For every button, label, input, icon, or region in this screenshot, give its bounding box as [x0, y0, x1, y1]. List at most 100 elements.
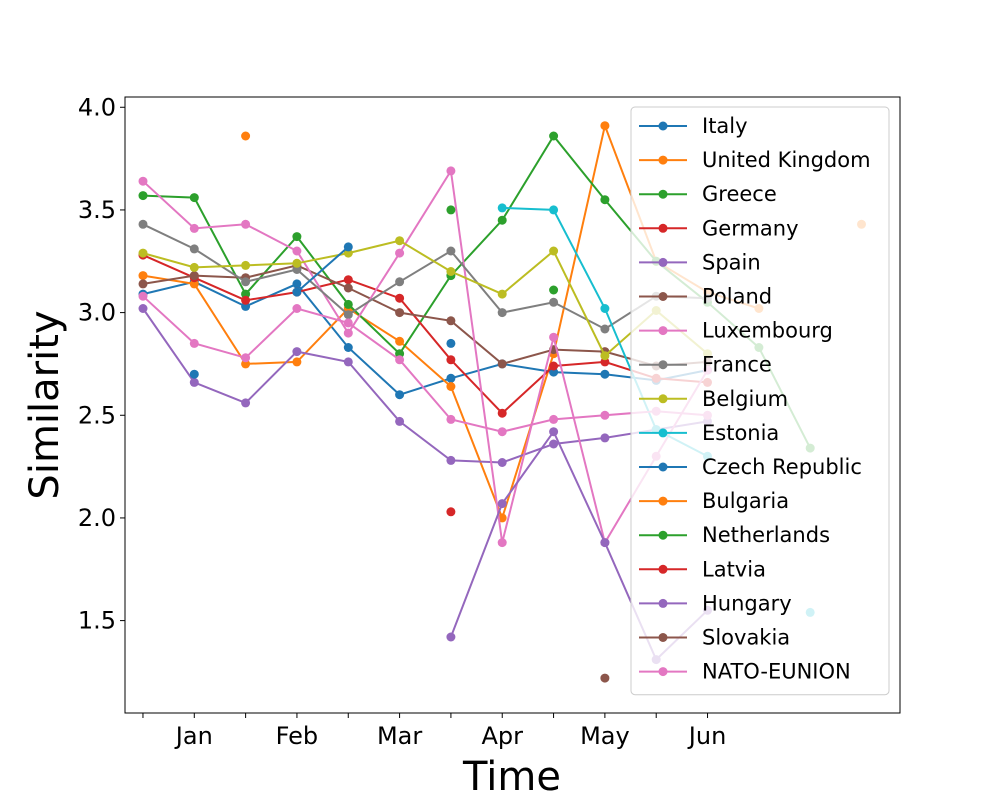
legend-marker: [658, 496, 668, 506]
y-tick-label: 3.0: [78, 299, 116, 327]
legend-label: Spain: [702, 250, 761, 274]
legend-label: France: [702, 353, 772, 377]
data-point: [549, 246, 559, 256]
series-12: [446, 205, 559, 295]
legend-box: [630, 106, 890, 696]
data-point: [241, 131, 251, 141]
legend-entry: Estonia: [639, 421, 779, 445]
plot-frame: [124, 96, 901, 714]
data-point: [600, 673, 610, 683]
data-point: [549, 205, 559, 215]
data-point: [600, 351, 610, 361]
data-point: [395, 355, 405, 365]
legend-entry: Luxembourg: [639, 319, 833, 343]
data-point: [395, 390, 405, 400]
data-point: [138, 219, 148, 229]
data-point: [395, 236, 405, 246]
data-point: [241, 353, 251, 363]
data-point: [138, 191, 148, 201]
data-point: [189, 244, 199, 254]
data-point: [395, 416, 405, 426]
legend-entry: Germany: [639, 216, 799, 240]
data-point: [600, 195, 610, 205]
series-line: [142, 223, 708, 331]
legend-entry: Netherlands: [639, 523, 830, 547]
data-point: [292, 347, 302, 357]
legend-label: NATO-EUNION: [702, 660, 851, 684]
data-point: [138, 279, 148, 289]
data-point: [241, 295, 251, 305]
data-point: [395, 308, 405, 318]
data-point: [292, 357, 302, 367]
legend-entry: Italy: [639, 114, 748, 138]
data-point: [241, 277, 251, 287]
data-point: [497, 203, 507, 213]
y-tick-label: 2.0: [78, 504, 116, 532]
legend-marker: [658, 223, 668, 233]
series-6: [138, 166, 712, 548]
legend-marker: [658, 633, 668, 642]
data-point: [292, 258, 302, 268]
legend-label: Greece: [702, 182, 777, 206]
data-point: [343, 242, 353, 252]
data-point: [446, 382, 456, 391]
data-point: [395, 277, 405, 287]
series-10: [189, 242, 456, 379]
data-point: [343, 248, 353, 258]
data-point: [446, 205, 456, 215]
legend-marker: [658, 121, 668, 131]
legend-entry: Spain: [639, 250, 761, 274]
data-point: [292, 279, 302, 289]
x-tick-label: Mar: [377, 722, 422, 750]
data-point: [189, 271, 199, 281]
x-tick-label: Jun: [687, 722, 727, 750]
ticks-layer: Jan Feb Mar Apr May Jun 1.5 2.0 2.5 3.0 3.5 4.0: [78, 93, 726, 750]
data-point: [600, 304, 610, 313]
data-point: [446, 507, 456, 517]
data-point: [446, 414, 456, 424]
data-point: [446, 338, 456, 348]
legend-label: Bulgaria: [702, 489, 789, 513]
data-point: [446, 632, 456, 642]
y-tick-label: 1.5: [78, 607, 116, 635]
legend-entry: Bulgaria: [639, 489, 789, 513]
legend-label: Luxembourg: [702, 319, 833, 343]
data-point: [189, 279, 199, 289]
legend-marker: [658, 564, 668, 574]
data-point: [549, 297, 559, 307]
y-axis-title: Similarity: [22, 310, 68, 499]
y-tick-label: 2.5: [78, 401, 116, 429]
legend-marker: [658, 360, 668, 370]
legend-entry: Poland: [639, 285, 772, 309]
data-point: [189, 193, 199, 203]
legend-marker: [658, 530, 668, 540]
series-13: [446, 507, 456, 517]
legend-marker: [658, 598, 668, 608]
series-15: [600, 673, 610, 683]
y-tick-label: 4.0: [78, 93, 116, 121]
legend-entry: United Kingdom: [639, 148, 871, 172]
data-point: [600, 324, 610, 334]
data-point: [395, 336, 405, 346]
series-line: [142, 254, 708, 415]
series-line: [142, 168, 709, 546]
legend-entry: Hungary: [639, 591, 792, 615]
legend: Italy United Kingdom Greece Germany Spain Pol…: [630, 106, 890, 696]
data-point: [292, 304, 302, 313]
legend-label: Netherlands: [702, 523, 830, 547]
data-point: [446, 316, 456, 326]
data-point: [497, 359, 507, 369]
data-point: [138, 304, 148, 313]
series-11: [241, 131, 251, 141]
x-axis-title: Time: [462, 754, 561, 800]
data-point: [138, 271, 148, 281]
series-line: [142, 295, 708, 433]
legend-label: Slovakia: [702, 626, 790, 650]
data-point: [446, 246, 456, 256]
data-point: [600, 121, 610, 131]
y-tick-label: 3.5: [78, 196, 116, 224]
legend-label: Belgium: [702, 387, 788, 411]
data-point: [343, 310, 353, 320]
series-4: [138, 304, 712, 467]
data-point: [549, 439, 559, 449]
